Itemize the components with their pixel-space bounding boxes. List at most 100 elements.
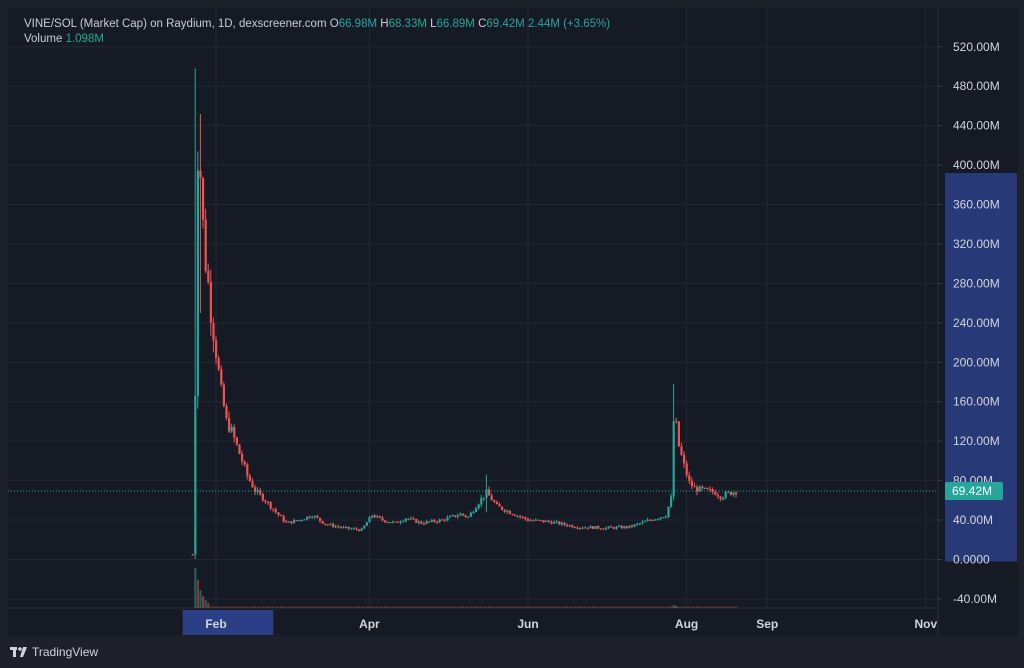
candle-body (316, 515, 319, 518)
volume-bar (347, 606, 350, 608)
candle-body (625, 526, 628, 528)
tradingview-brand[interactable]: TradingView (32, 645, 99, 659)
candle-body (485, 489, 488, 498)
volume-bar (293, 606, 295, 608)
volume-bar (352, 606, 355, 608)
candle-body (542, 520, 545, 523)
candle-body (212, 322, 215, 341)
volume-bar (261, 606, 264, 608)
price-axis[interactable]: 520.00M 480.00M 440.00M 400.00M 360.00M 320.0… (938, 40, 1000, 606)
volume-bar (623, 606, 626, 608)
candle-body (649, 519, 652, 521)
candle-body (469, 512, 472, 517)
tradingview-logo-icon[interactable] (10, 647, 30, 659)
volume-bar (410, 606, 412, 608)
volume-bar (420, 606, 423, 608)
volume-bar (287, 606, 290, 608)
candle-body (685, 463, 688, 476)
candle-body (449, 516, 452, 518)
volume-bar (610, 606, 613, 608)
candle-body (428, 521, 431, 523)
volume-bar (303, 606, 306, 608)
volume-bar (508, 606, 511, 608)
volume-bar (592, 606, 594, 608)
candle-body (397, 521, 400, 523)
volume-bar (326, 606, 329, 608)
time-tick-label: Apr (359, 617, 380, 631)
candle-body (358, 529, 361, 531)
chart-frame[interactable]: 520.00M 480.00M 440.00M 400.00M 360.00M 320.0… (8, 8, 1018, 636)
candle-body (199, 170, 202, 179)
candle-body (454, 515, 457, 517)
candle-body (521, 516, 524, 518)
candle-body (280, 515, 283, 517)
candle-body (532, 520, 535, 522)
volume-bar (550, 606, 553, 608)
price-tick-label: 480.00M (953, 79, 1000, 93)
candle-body (524, 517, 527, 520)
volume-bar (657, 606, 659, 608)
candle-body (560, 522, 563, 525)
volume-bar (670, 606, 672, 608)
candle-body (410, 518, 413, 520)
candle-body (628, 525, 631, 528)
volume-bar (646, 606, 649, 608)
candle-body (350, 528, 353, 530)
candlestick-chart[interactable]: 520.00M 480.00M 440.00M 400.00M 360.00M 320.0… (8, 8, 1018, 636)
candle-body (545, 520, 548, 523)
volume-bar (272, 606, 275, 608)
volume-bar (238, 606, 241, 608)
volume-bar (222, 606, 225, 608)
price-tick-label: 160.00M (953, 395, 1000, 409)
volume-bar (451, 606, 454, 608)
candle-body (326, 524, 329, 526)
candle-body (277, 512, 280, 516)
candle-body (254, 487, 257, 492)
candle-body (381, 517, 384, 521)
candle-body (729, 491, 732, 495)
volume-bar (599, 606, 602, 608)
volume-bar (675, 606, 678, 608)
volume-bar (397, 606, 399, 608)
time-axis[interactable]: Feb Apr Jun Aug Sep Nov (205, 617, 937, 631)
candle-body (495, 502, 498, 505)
volume-bar (334, 606, 337, 608)
volume-bar (690, 606, 693, 608)
volume-bar (436, 606, 438, 608)
volume-bar (212, 606, 215, 608)
volume-bar (241, 606, 243, 608)
candle-body (727, 491, 730, 493)
candle-body (412, 518, 415, 520)
volume-bar (586, 606, 589, 608)
candle-body (290, 521, 293, 524)
candle-body (389, 522, 392, 524)
candle-body (636, 523, 639, 525)
volume-bar (503, 606, 506, 608)
volume-bar (532, 606, 535, 608)
candle-body (194, 395, 197, 555)
volume-bar (506, 606, 509, 608)
price-tick-label: 240.00M (953, 316, 1000, 330)
volume-bar (438, 606, 441, 608)
high-value: 68.33M (388, 18, 427, 30)
volume-bar (433, 606, 436, 608)
volume-bar (703, 606, 706, 608)
candle-body (722, 497, 725, 500)
candle-body (298, 520, 301, 522)
volume-bar (540, 606, 542, 608)
volume-bar (521, 606, 524, 608)
volume-bar (446, 606, 449, 608)
volume-bars (194, 568, 737, 608)
candle-body (376, 516, 379, 518)
volume-bar (482, 606, 485, 608)
candle-body (269, 502, 272, 509)
candle-body (241, 453, 244, 462)
candle-body (306, 516, 309, 520)
candle-body (586, 527, 589, 529)
candle-body (662, 517, 665, 519)
time-tick-label: Sep (756, 617, 778, 631)
volume-bar (501, 606, 503, 608)
volume-bar (358, 606, 360, 608)
price-tick-label: 520.00M (953, 40, 1000, 54)
volume-bar (659, 606, 662, 608)
